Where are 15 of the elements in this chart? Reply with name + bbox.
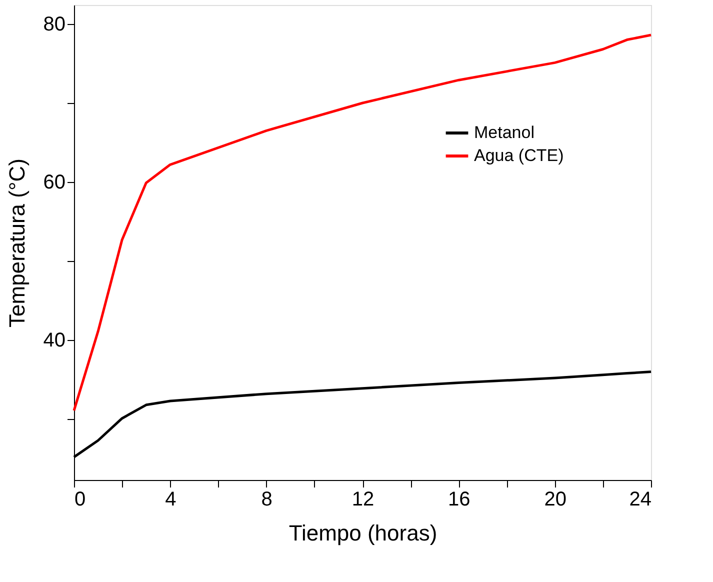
x-tick-label: 20 bbox=[544, 488, 566, 510]
y-axis-title: Temperatura (°C) bbox=[4, 158, 30, 328]
x-tick-label: 4 bbox=[165, 488, 176, 510]
x-tick-label: 16 bbox=[448, 488, 470, 510]
y-tick-label: 40 bbox=[43, 330, 66, 352]
line-series bbox=[72, 34, 652, 412]
x-tick-label: 0 bbox=[74, 488, 86, 510]
x-tick-label: 12 bbox=[352, 488, 374, 510]
legend-label: Metanol bbox=[474, 123, 534, 142]
y-tick-label: 80 bbox=[43, 13, 66, 36]
x-axis-title: Tiempo (horas) bbox=[288, 520, 438, 546]
x-tick-label: 24 bbox=[629, 488, 652, 510]
y-tick-label: 60 bbox=[43, 172, 66, 194]
x-tick-label: 8 bbox=[261, 488, 272, 510]
legend-label: Agua (CTE) bbox=[474, 146, 564, 165]
